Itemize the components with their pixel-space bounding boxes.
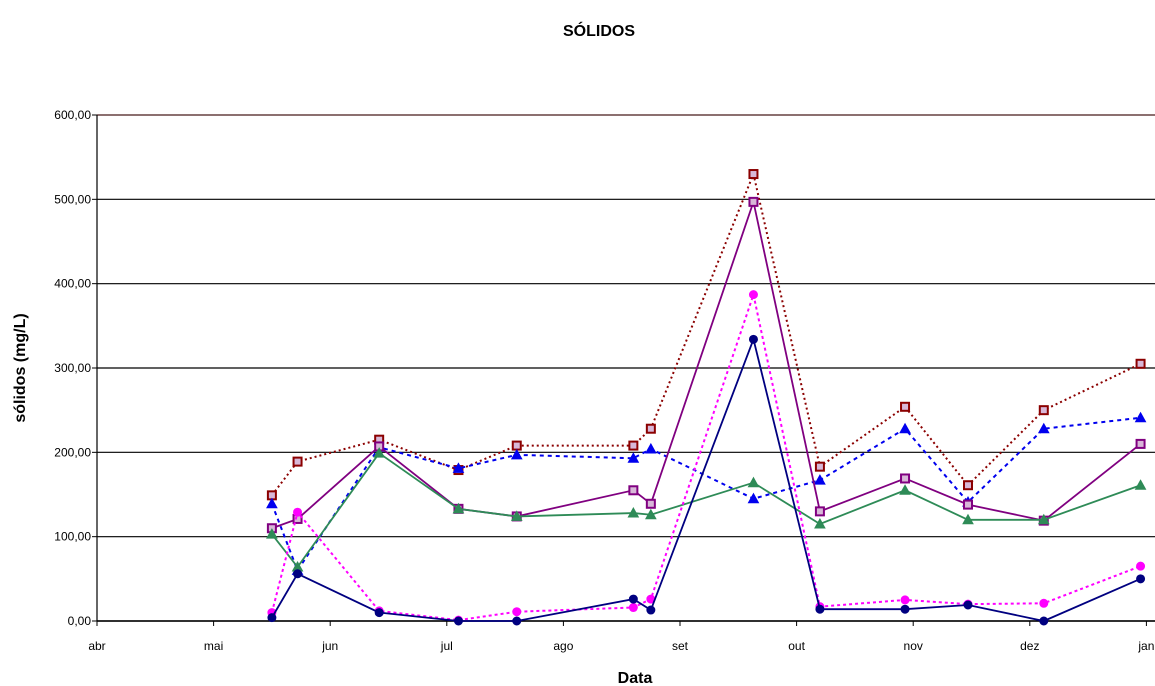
data-point <box>1134 479 1147 490</box>
data-point <box>645 423 656 434</box>
data-point <box>645 508 657 520</box>
y-tick-label: 500,00 <box>54 192 91 206</box>
data-point <box>963 600 973 610</box>
data-point <box>748 196 759 207</box>
data-point <box>1039 598 1049 608</box>
data-point <box>962 513 974 525</box>
data-point <box>266 497 278 509</box>
data-point <box>747 492 760 504</box>
data-point <box>1135 358 1146 369</box>
data-point <box>1135 438 1146 449</box>
data-point <box>646 605 656 615</box>
data-point <box>748 290 758 300</box>
data-point <box>815 604 825 614</box>
data-point <box>899 484 911 495</box>
data-point <box>452 502 465 514</box>
data-point <box>452 462 465 473</box>
y-tick-label: 100,00 <box>54 530 91 544</box>
data-point <box>814 517 826 529</box>
x-axis-title: Data <box>618 670 653 686</box>
data-point <box>266 528 278 539</box>
data-point <box>511 440 522 451</box>
data-point <box>1136 561 1146 571</box>
data-point <box>963 480 974 491</box>
data-point <box>1134 411 1147 423</box>
data-point <box>899 422 911 434</box>
y-tick-label: 600,00 <box>54 108 91 122</box>
x-tick-label: abr <box>88 639 105 653</box>
y-tick-label: 400,00 <box>54 277 91 291</box>
data-point <box>1038 405 1049 416</box>
y-tick-label: 0,00 <box>68 614 92 628</box>
data-point <box>628 440 639 451</box>
data-point <box>374 608 384 618</box>
data-point <box>645 442 657 454</box>
data-point <box>510 510 523 521</box>
x-tick-label: jun <box>321 639 338 653</box>
data-point <box>627 507 640 518</box>
x-tick-label: jul <box>440 639 453 653</box>
data-point <box>1136 574 1146 584</box>
data-point <box>373 447 386 458</box>
data-point <box>628 594 638 604</box>
series-line <box>271 198 1142 530</box>
x-tick-label: set <box>672 639 689 653</box>
x-tick-label: mai <box>204 639 223 653</box>
data-point <box>814 461 825 472</box>
data-point <box>900 401 911 412</box>
data-point <box>627 452 640 463</box>
data-point <box>900 595 910 605</box>
data-point <box>512 616 522 626</box>
x-tick-label: nov <box>904 639 923 653</box>
data-point <box>628 485 639 496</box>
data-point <box>645 498 656 509</box>
y-tick-label: 300,00 <box>54 361 91 375</box>
data-point <box>628 603 638 613</box>
y-tick-labels: 0,00 100,00 200,00 300,00 400,00 500,00 600,00 <box>54 108 91 628</box>
data-point <box>963 499 974 510</box>
data-point <box>814 506 825 517</box>
x-tick-label: jan <box>1137 639 1154 653</box>
series-line <box>271 336 1141 622</box>
x-tick-labels: abr mai jun jul ago set out nov dez jan <box>88 639 1154 653</box>
x-tick-label: ago <box>553 639 573 653</box>
data-point <box>267 613 277 623</box>
series-line <box>270 416 1141 573</box>
data-point <box>293 569 303 579</box>
series-line <box>271 170 1142 496</box>
series-group <box>266 169 1147 626</box>
data-point <box>512 607 522 617</box>
data-point <box>1037 422 1050 434</box>
y-axis-title: sólidos (mg/L) <box>12 313 29 422</box>
data-point <box>814 474 826 485</box>
data-point <box>293 507 303 517</box>
data-point <box>510 448 523 460</box>
data-point <box>747 476 760 488</box>
data-point <box>900 604 910 614</box>
x-tick-label: out <box>788 639 805 653</box>
data-point <box>1039 616 1049 626</box>
gridlines <box>92 114 1155 626</box>
data-point <box>748 169 759 180</box>
data-point <box>900 473 911 484</box>
data-point <box>453 616 463 626</box>
y-tick-label: 200,00 <box>54 445 91 459</box>
x-tick-label: dez <box>1020 639 1039 653</box>
series-line <box>271 451 1141 569</box>
data-point <box>748 334 758 344</box>
chart-title: SÓLIDOS <box>563 21 635 40</box>
data-point <box>292 456 303 467</box>
data-point <box>1037 513 1050 525</box>
